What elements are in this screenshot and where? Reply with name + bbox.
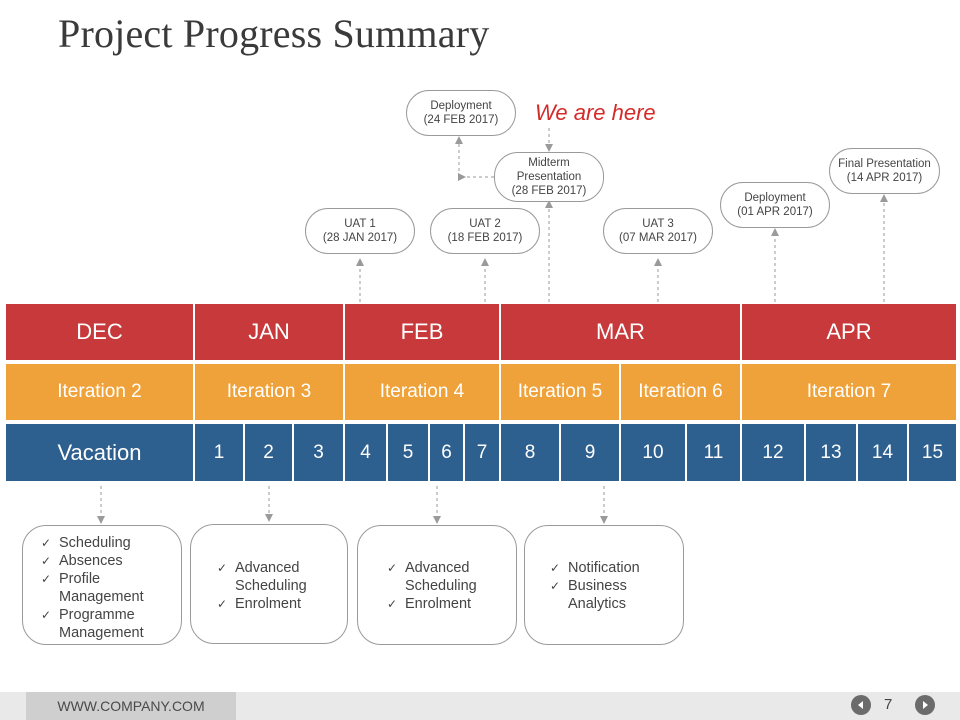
week-cell: 5 (388, 424, 430, 481)
task-list: ✓ Advanced Scheduling ✓ Enrolment (387, 559, 516, 613)
check-icon: ✓ (41, 572, 52, 586)
task-text: Programme Management (59, 607, 144, 641)
task-item: ✓ Advanced Scheduling (217, 559, 347, 595)
task-box-iteration-5: ✓ Notification ✓ Business Analytics (524, 525, 684, 645)
milestone-label: Final Presentation (838, 158, 931, 170)
week-cell: 6 (430, 424, 465, 481)
task-list: ✓ Notification ✓ Business Analytics (550, 559, 683, 613)
task-text: Enrolment (235, 596, 302, 612)
iteration-row: Iteration 2 Iteration 3 Iteration 4 Iter… (6, 364, 956, 420)
week-cell: 10 (621, 424, 687, 481)
check-icon: ✓ (41, 554, 52, 568)
milestone-deployment-feb: Deployment (24 FEB 2017) (406, 90, 516, 136)
milestone-midterm: Midterm Presentation (28 FEB 2017) (494, 152, 604, 202)
milestone-label: UAT 3 (642, 218, 674, 230)
previous-slide-button[interactable] (851, 695, 871, 715)
month-cell: DEC (6, 304, 195, 360)
milestone-label: UAT 1 (344, 218, 376, 230)
week-cell: 13 (806, 424, 858, 481)
milestone-label: Deployment (430, 100, 492, 112)
check-icon: ✓ (387, 597, 398, 611)
iteration-cell: Iteration 4 (345, 364, 501, 420)
task-item: ✓ Programme Management (41, 606, 181, 642)
milestone-date: (14 APR 2017) (846, 172, 923, 184)
task-text: Notification (568, 560, 640, 576)
task-text: Scheduling (59, 535, 131, 551)
milestone-label: Midterm Presentation (516, 157, 582, 183)
month-cell: FEB (345, 304, 501, 360)
task-item: ✓ Advanced Scheduling (387, 559, 516, 595)
week-row: Vacation 1 2 3 4 5 6 7 8 9 10 11 12 13 1… (6, 424, 956, 481)
chevron-right-icon (923, 701, 928, 709)
task-text: Advanced Scheduling (235, 560, 307, 594)
month-row: DEC JAN FEB MAR APR (6, 304, 956, 360)
iteration-cell: Iteration 2 (6, 364, 195, 420)
week-cell: 3 (294, 424, 345, 481)
vacation-cell: Vacation (6, 424, 195, 481)
chevron-left-icon (858, 701, 863, 709)
task-item: ✓ Absences (41, 552, 181, 570)
milestone-label: UAT 2 (469, 218, 501, 230)
iteration-cell: Iteration 3 (195, 364, 345, 420)
milestone-date: (24 FEB 2017) (423, 114, 499, 126)
check-icon: ✓ (217, 561, 228, 575)
milestone-deployment-apr: Deployment (01 APR 2017) (720, 182, 830, 228)
we-are-here-label: We are here (535, 100, 656, 125)
milestone-date: (01 APR 2017) (737, 206, 813, 218)
task-text: Enrolment (405, 596, 472, 612)
week-cell: 8 (501, 424, 561, 481)
task-list: ✓ Advanced Scheduling ✓ Enrolment (217, 559, 347, 613)
week-cell: 2 (245, 424, 294, 481)
milestone-date: (28 FEB 2017) (511, 185, 587, 197)
week-cell: 9 (561, 424, 621, 481)
week-cell: 12 (742, 424, 806, 481)
iteration-cell: Iteration 7 (806, 381, 892, 402)
week-cell: 1 (195, 424, 245, 481)
next-slide-button[interactable] (915, 695, 935, 715)
task-box-iteration-2: ✓ Scheduling ✓ Absences ✓ Profile Managemen… (22, 525, 182, 645)
week-cell: 4 (345, 424, 388, 481)
task-text: Advanced Scheduling (405, 560, 477, 594)
task-item: ✓ Enrolment (217, 595, 347, 613)
week-cell: 15 (921, 441, 944, 463)
iteration-cell: Iteration 6 (621, 364, 742, 420)
task-box-iteration-4: ✓ Advanced Scheduling ✓ Enrolment (357, 525, 517, 645)
task-item: ✓ Notification (550, 559, 683, 577)
milestone-final-presentation: Final Presentation (14 APR 2017) (829, 148, 940, 194)
task-text: Profile Management (59, 571, 144, 605)
check-icon: ✓ (41, 536, 52, 550)
check-icon: ✓ (41, 608, 52, 622)
milestone-uat2: UAT 2 (18 FEB 2017) (430, 208, 540, 254)
month-cell: APR (826, 319, 872, 344)
check-icon: ✓ (387, 561, 398, 575)
month-cell: JAN (195, 304, 345, 360)
task-list: ✓ Scheduling ✓ Absences ✓ Profile Managemen… (41, 534, 181, 642)
milestone-date: (07 MAR 2017) (619, 232, 697, 244)
check-icon: ✓ (550, 561, 561, 575)
task-item: ✓ Enrolment (387, 595, 516, 613)
task-text: Business Analytics (568, 578, 627, 612)
week-cell: 14 (858, 424, 909, 481)
iteration-cell: Iteration 5 (501, 364, 621, 420)
milestone-uat1: UAT 1 (28 JAN 2017) (305, 208, 415, 254)
task-box-iteration-3: ✓ Advanced Scheduling ✓ Enrolment (190, 524, 348, 644)
milestone-date: (28 JAN 2017) (322, 232, 398, 244)
page-number: 7 (884, 696, 893, 713)
week-cell: 11 (687, 424, 742, 481)
task-item: ✓ Scheduling (41, 534, 181, 552)
task-item: ✓ Profile Management (41, 570, 181, 606)
milestone-uat3: UAT 3 (07 MAR 2017) (603, 208, 713, 254)
task-item: ✓ Business Analytics (550, 577, 683, 613)
check-icon: ✓ (550, 579, 561, 593)
month-cell: MAR (501, 304, 742, 360)
task-text: Absences (59, 553, 123, 569)
milestone-label: Deployment (744, 192, 806, 204)
check-icon: ✓ (217, 597, 228, 611)
milestone-date: (18 FEB 2017) (447, 232, 523, 244)
week-cell: 7 (465, 424, 501, 481)
footer-url[interactable]: WWW.COMPANY.COM (26, 692, 236, 720)
page-title: Project Progress Summary (58, 11, 490, 56)
